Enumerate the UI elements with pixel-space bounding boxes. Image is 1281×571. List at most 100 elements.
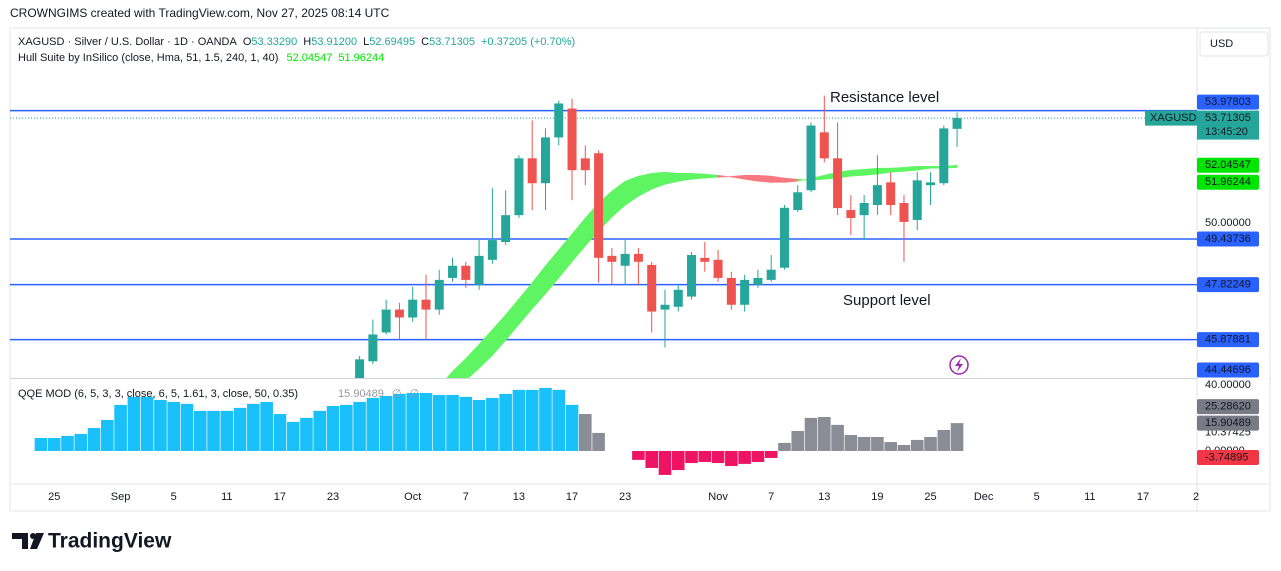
level-badge: 49.43736 bbox=[1205, 233, 1251, 245]
qqe-bar bbox=[233, 407, 247, 451]
candle-body bbox=[527, 158, 537, 184]
candle-body bbox=[673, 289, 683, 307]
qqe-badge-bg bbox=[1197, 415, 1259, 431]
hull-segment bbox=[890, 167, 905, 173]
level-badge: 45.87881 bbox=[1205, 333, 1251, 345]
hull-segment bbox=[863, 167, 878, 176]
qqe-bar bbox=[499, 393, 512, 451]
x-tick-label: 19 bbox=[871, 491, 883, 503]
hull-segment bbox=[850, 169, 865, 177]
level-badge-bg bbox=[1197, 277, 1259, 293]
price-badge: 53.71305 bbox=[1205, 112, 1251, 124]
candle-body bbox=[368, 334, 378, 362]
level-badge: 44.44696 bbox=[1205, 364, 1251, 376]
level-badge: 47.82249 bbox=[1205, 279, 1251, 291]
qqe-bar bbox=[74, 433, 88, 451]
candle-body bbox=[939, 128, 949, 184]
qqe-bar bbox=[844, 435, 858, 451]
candle-body bbox=[554, 103, 564, 138]
qqe-bar bbox=[326, 405, 340, 451]
qqe-bar bbox=[764, 450, 778, 458]
candle-body bbox=[833, 158, 843, 209]
axis-badges: 50.0000040.0000010.374250.00000XAGUSD53.… bbox=[1145, 94, 1259, 466]
qqe-marker: -3.74895 bbox=[1205, 451, 1248, 463]
currency-box[interactable] bbox=[1199, 31, 1269, 57]
candle-body bbox=[474, 255, 484, 285]
qqe-bar bbox=[897, 445, 911, 451]
candle-body bbox=[806, 125, 816, 191]
hull-badge-bg bbox=[1197, 174, 1259, 190]
x-tick-label: 13 bbox=[818, 491, 830, 503]
qqe-bar bbox=[313, 410, 327, 451]
candle-body bbox=[819, 132, 829, 159]
x-tick-label: 7 bbox=[463, 491, 469, 503]
qqe-bar bbox=[273, 414, 287, 451]
qqe-bar bbox=[366, 397, 380, 451]
x-tick-label: 5 bbox=[1034, 491, 1040, 503]
qqe-bar bbox=[34, 438, 48, 451]
candle-body bbox=[448, 265, 458, 278]
qqe-extra: ∅ bbox=[410, 388, 420, 400]
qqe-bar bbox=[950, 423, 964, 451]
qqe-bar bbox=[393, 393, 406, 451]
qqe-bar bbox=[751, 450, 765, 462]
x-tick-label: Dec bbox=[974, 491, 994, 503]
candle-body bbox=[886, 182, 896, 205]
candle-body bbox=[355, 359, 365, 378]
ticker-badge-bg bbox=[1145, 110, 1197, 126]
lightning-icon[interactable] bbox=[949, 355, 969, 375]
x-tick-label: 17 bbox=[1137, 491, 1149, 503]
qqe-bar bbox=[180, 403, 194, 451]
qqe-value: 15.90489 bbox=[338, 388, 384, 400]
qqe-bar bbox=[698, 450, 712, 462]
candle-body bbox=[899, 203, 909, 222]
qqe-bar bbox=[871, 436, 884, 451]
qqe-bar bbox=[260, 401, 273, 451]
qqe-bar bbox=[247, 403, 260, 451]
candle-body bbox=[633, 253, 643, 262]
qqe-bar bbox=[286, 421, 300, 451]
qqe-bar bbox=[220, 410, 234, 451]
qqe-bar bbox=[725, 450, 738, 467]
qqe-badge: 15.90489 bbox=[1205, 417, 1251, 429]
x-tick-label: 17 bbox=[566, 491, 578, 503]
hull-badge: 52.04547 bbox=[1205, 159, 1251, 171]
qqe-bar bbox=[658, 450, 672, 475]
x-tick-label: 11 bbox=[221, 491, 232, 503]
candle-body bbox=[394, 309, 404, 318]
candle-body bbox=[421, 299, 431, 310]
x-tick-label: 23 bbox=[619, 491, 631, 503]
qqe-marker: 25.28620 bbox=[1205, 401, 1251, 413]
candle-body bbox=[408, 299, 418, 318]
candle-body bbox=[607, 255, 617, 262]
x-tick-label: 25 bbox=[924, 491, 936, 503]
x-tick-label: 23 bbox=[327, 491, 339, 503]
level-badge-bg bbox=[1197, 362, 1259, 378]
candle-body bbox=[501, 215, 511, 243]
qqe-bar bbox=[592, 432, 605, 451]
hull-value: 51.96244 bbox=[338, 52, 384, 64]
qqe-bar bbox=[791, 431, 805, 451]
brand-logo[interactable]: TradingView bbox=[12, 530, 172, 553]
hull-value: 52.04547 bbox=[286, 52, 332, 64]
currency: USD bbox=[1210, 38, 1233, 50]
level-badge-bg bbox=[1197, 231, 1259, 247]
x-tick-label: 2 bbox=[1193, 491, 1199, 503]
qqe-bar bbox=[167, 401, 181, 451]
candle-body bbox=[687, 255, 697, 297]
qqe-bar bbox=[379, 395, 393, 451]
qqe-bar bbox=[565, 404, 579, 451]
qqe-bar bbox=[432, 394, 446, 451]
qqe-bar bbox=[61, 435, 74, 451]
qqe-bar bbox=[87, 428, 101, 451]
qqe-bar bbox=[193, 410, 207, 451]
symbol-name: XAGUSD · Silver / U.S. Dollar · 1D · OAN… bbox=[18, 36, 237, 48]
qqe-bar bbox=[512, 389, 526, 451]
ticker-badge: XAGUSD bbox=[1150, 112, 1197, 124]
x-tick-label: 17 bbox=[274, 491, 286, 503]
hull-segment bbox=[446, 370, 453, 378]
watermark: CROWNGIMS created with TradingView.com, … bbox=[10, 6, 390, 20]
ohlc-value: 53.33290 bbox=[251, 36, 297, 48]
qqe-bar bbox=[47, 438, 61, 451]
